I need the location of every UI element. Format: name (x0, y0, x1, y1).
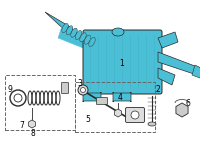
Polygon shape (158, 52, 200, 76)
Text: 4: 4 (118, 93, 122, 102)
Text: 8: 8 (31, 128, 35, 137)
Text: 3: 3 (78, 80, 82, 88)
Ellipse shape (148, 122, 156, 126)
Circle shape (80, 87, 86, 92)
Text: 9: 9 (8, 86, 12, 95)
Ellipse shape (62, 23, 68, 33)
FancyBboxPatch shape (83, 30, 162, 94)
Ellipse shape (84, 35, 91, 44)
FancyBboxPatch shape (83, 92, 101, 102)
Circle shape (131, 111, 139, 119)
FancyBboxPatch shape (96, 97, 108, 105)
Text: 5: 5 (86, 115, 90, 123)
Bar (75, 82, 155, 132)
FancyBboxPatch shape (113, 92, 131, 102)
Polygon shape (158, 68, 175, 85)
Text: 1: 1 (120, 60, 124, 69)
Ellipse shape (75, 30, 82, 40)
FancyBboxPatch shape (126, 107, 144, 122)
Ellipse shape (112, 28, 124, 36)
Ellipse shape (80, 33, 86, 42)
Bar (5, 75, 75, 130)
FancyBboxPatch shape (62, 82, 68, 93)
Text: 7: 7 (20, 122, 24, 131)
Text: 2: 2 (156, 86, 160, 95)
Polygon shape (58, 26, 92, 50)
Polygon shape (45, 12, 75, 35)
Polygon shape (192, 65, 200, 78)
Ellipse shape (66, 26, 73, 35)
Circle shape (78, 85, 88, 95)
Polygon shape (158, 32, 178, 48)
Ellipse shape (89, 37, 95, 47)
Text: 6: 6 (186, 100, 190, 108)
Ellipse shape (71, 28, 77, 37)
